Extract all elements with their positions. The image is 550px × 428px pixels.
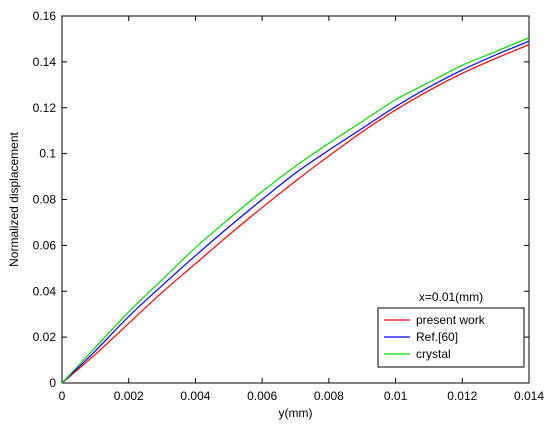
legend-entry-label: present work: [416, 313, 486, 327]
y-tick-label: 0.02: [33, 330, 57, 344]
y-tick-label: 0: [49, 376, 56, 390]
x-tick-label: 0.01: [384, 389, 408, 403]
y-tick-label: 0.06: [33, 238, 57, 252]
y-tick-label: 0.1: [39, 147, 56, 161]
x-axis-label: y(mm): [279, 406, 313, 420]
x-tick-label: 0.014: [514, 389, 544, 403]
legend-items: present work Ref.[60] crystal: [384, 313, 486, 361]
y-tick-label: 0.04: [33, 284, 57, 298]
x-tick-label: 0.006: [247, 389, 277, 403]
x-tick-label: 0.008: [314, 389, 344, 403]
series-line-1: [61, 40, 530, 384]
x-tick-label: 0.012: [447, 389, 477, 403]
series-lines: [61, 37, 530, 384]
legend: x=0.01(mm) present work Ref.[60] crystal: [377, 290, 525, 368]
y-axis-label: Normalized displacement: [7, 131, 21, 266]
x-tick-label: 0: [59, 389, 66, 403]
x-tick-label: 0.002: [114, 389, 144, 403]
legend-entry-label: Ref.[60]: [416, 330, 458, 344]
y-tick-label: 0.12: [33, 101, 57, 115]
y-tick-label: 0.14: [33, 55, 57, 69]
legend-entry-label: crystal: [416, 347, 451, 361]
series-line-0: [61, 44, 530, 384]
y-tick-label: 0.08: [33, 193, 57, 207]
legend-title: x=0.01(mm): [419, 290, 483, 304]
axis-tick-labels: 0 0.002 0.004 0.006 0.008 0.01 0.012 0.014 0 0.02…: [33, 9, 545, 403]
y-tick-label: 0.16: [33, 9, 57, 23]
axis-ticks: [61, 15, 530, 384]
x-tick-label: 0.004: [180, 389, 210, 403]
series-line-2: [61, 37, 530, 384]
